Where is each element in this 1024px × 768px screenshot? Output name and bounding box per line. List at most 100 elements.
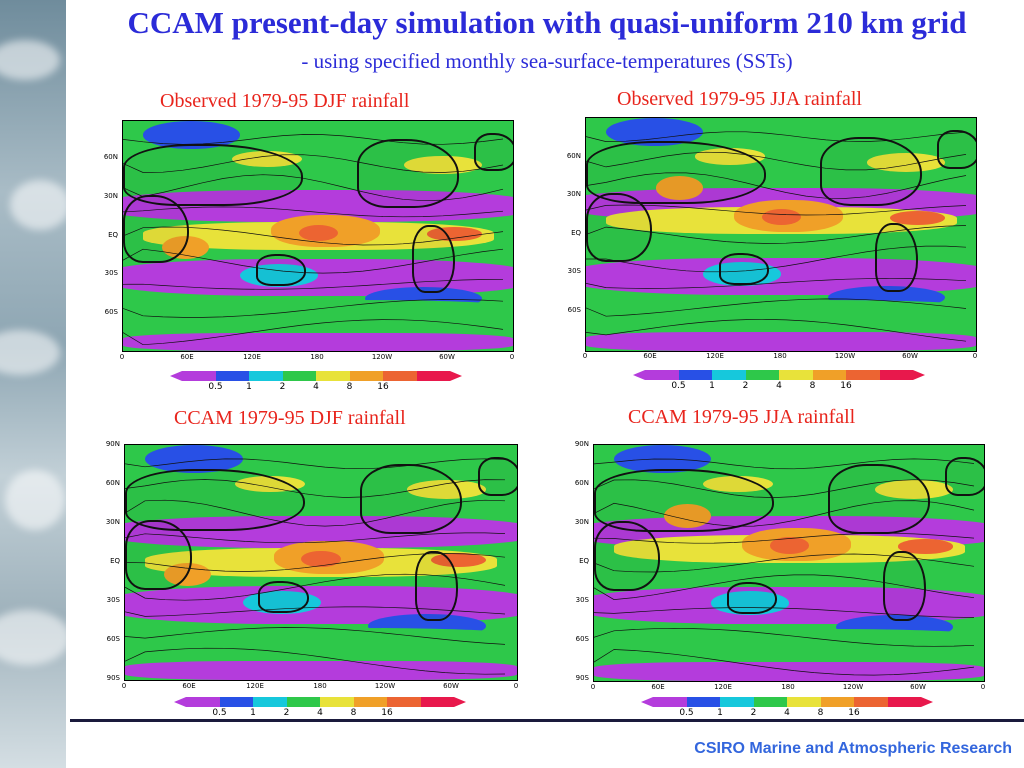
- isobar-line: [586, 204, 967, 216]
- colorbar-swatch: [846, 370, 880, 380]
- colorbar-swatch: [720, 697, 754, 707]
- y-tick: EQ: [108, 231, 118, 239]
- rainfall-region: [301, 550, 341, 568]
- isobar-line: [594, 458, 975, 470]
- isobar-contours: [125, 458, 506, 675]
- map-ccam-jja: [593, 444, 985, 682]
- colorbar-label: 2: [279, 382, 286, 392]
- isobar-line: [123, 299, 504, 318]
- colorbar-swatch: [253, 697, 287, 707]
- panel-title-ccam-djf: CCAM 1979-95 DJF rainfall: [174, 407, 406, 429]
- colorbar-swatch: [745, 370, 779, 380]
- isobar-line: [123, 278, 504, 290]
- map-ccam-djf: [124, 444, 518, 681]
- colorbar-label: 2: [283, 708, 290, 718]
- colorbar-label: 8: [817, 708, 824, 718]
- continent-outline: [123, 194, 190, 263]
- colorbar-swatch: [215, 371, 249, 381]
- colorbar-label: 0.5: [212, 708, 227, 718]
- colorbar-swatch: [286, 697, 320, 707]
- colorbar-swatch: [854, 697, 888, 707]
- isobar-line: [586, 278, 967, 289]
- colorbar-swatch: [712, 370, 746, 380]
- continent-outline: [820, 136, 922, 206]
- y-tick: 30N: [105, 518, 120, 526]
- x-tick: 0: [513, 682, 519, 690]
- x-tick: 0: [119, 353, 125, 361]
- x-tick: 180: [781, 683, 795, 691]
- continent-outline: [726, 581, 778, 615]
- x-tick: 120E: [246, 682, 264, 690]
- rainfall-region: [123, 300, 513, 317]
- rainfall-region: [586, 332, 976, 351]
- colorbar-label: 1: [246, 382, 252, 392]
- panel-title-observed-jja: Observed 1979-95 JJA rainfall: [617, 88, 862, 110]
- colorbar-tip-low: [174, 697, 186, 707]
- footer-organisation: CSIRO Marine and Atmospheric Research: [694, 740, 1012, 757]
- colorbar-swatch: [753, 697, 787, 707]
- y-tick: 60S: [567, 306, 581, 314]
- colorbar-label: 0.5: [671, 381, 686, 391]
- colorbar-label: 16: [381, 708, 393, 718]
- x-tick: 0: [980, 683, 986, 691]
- rainfall-region: [890, 211, 945, 226]
- y-tick: 90S: [106, 674, 120, 682]
- colorbar-label: 4: [313, 382, 319, 392]
- colorbar-label: 16: [848, 708, 860, 718]
- isobar-line: [125, 458, 506, 470]
- y-tick: 90N: [105, 440, 120, 448]
- isobar-line: [586, 245, 967, 273]
- colorbar-observed-jja: [633, 370, 925, 380]
- colorbar-tip-high: [454, 697, 466, 707]
- isobar-line: [594, 553, 975, 573]
- colorbar-swatch: [316, 371, 350, 381]
- colorbar-tip-high: [913, 370, 925, 380]
- y-tick: 60S: [575, 635, 589, 643]
- footer-rule: [70, 719, 1024, 722]
- panel-title-ccam-jja: CCAM 1979-95 JJA rainfall: [628, 406, 856, 428]
- colorbar-labels: 0.5 1 2 4 8 16: [182, 382, 450, 393]
- sky-background-strip: [0, 0, 66, 768]
- isobar-line: [125, 647, 506, 675]
- slide-title: CCAM present-day simulation with quasi-u…: [127, 5, 967, 40]
- isobar-line: [594, 607, 975, 618]
- isobar-line: [123, 226, 504, 246]
- x-tick: 60E: [643, 352, 657, 360]
- x-tick: 60W: [439, 353, 455, 361]
- y-tick: EQ: [571, 229, 581, 237]
- x-tick: 60W: [910, 683, 926, 691]
- map-observed-djf: [122, 120, 514, 352]
- y-tick: 30N: [566, 190, 581, 198]
- continent-outline: [477, 456, 517, 496]
- colorbar-swatch: [416, 371, 450, 381]
- y-tick: 60N: [574, 479, 589, 487]
- rainfall-region: [761, 208, 801, 226]
- colorbar-label: 16: [377, 382, 389, 392]
- colorbar-swatch: [420, 697, 454, 707]
- continent-outline: [945, 456, 984, 497]
- rainfall-region: [769, 537, 809, 554]
- continent-outline: [718, 253, 770, 286]
- y-tick: 30N: [574, 518, 589, 526]
- isobar-line: [586, 151, 967, 171]
- colorbar-swatch: [686, 697, 720, 707]
- isobar-line: [586, 131, 967, 142]
- isobar-line: [125, 573, 506, 601]
- y-tick: 60N: [566, 152, 581, 160]
- rainfall-region: [125, 628, 517, 645]
- y-tick: 90S: [575, 674, 589, 682]
- colorbar-label: 1: [250, 708, 256, 718]
- colorbar-swatch: [383, 371, 417, 381]
- continent-outline: [874, 222, 918, 293]
- rainfall-region: [125, 661, 517, 680]
- isobar-line: [125, 532, 506, 544]
- x-tick: 180: [773, 352, 787, 360]
- colorbar-ccam-djf: [174, 697, 466, 707]
- y-tick: 30S: [567, 267, 581, 275]
- isobar-line: [125, 627, 506, 645]
- colorbar-label: 1: [717, 708, 723, 718]
- y-tick: 30N: [103, 192, 118, 200]
- colorbar-label: 4: [784, 708, 790, 718]
- y-tick: EQ: [579, 557, 589, 565]
- colorbar-swatch: [879, 370, 913, 380]
